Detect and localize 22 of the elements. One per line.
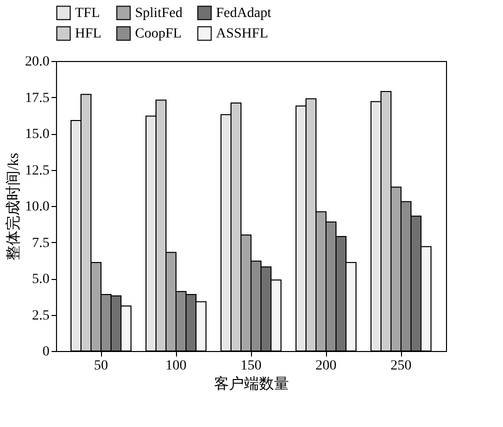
x-axis-title: 客户端数量 xyxy=(214,376,289,392)
y-tick-label: 7.5 xyxy=(32,236,50,251)
y-tick-label: 12.5 xyxy=(25,163,50,178)
x-tick-label: 250 xyxy=(390,358,412,374)
legend-label: HFL xyxy=(75,26,102,42)
y-tick-label: 15.0 xyxy=(25,127,50,142)
legend-label: CoopFL xyxy=(135,26,182,42)
x-tick-label: 150 xyxy=(240,358,262,374)
legend-label: TFL xyxy=(75,6,100,21)
y-tick-label: 17.5 xyxy=(25,90,50,106)
y-tick-label: 0 xyxy=(42,344,50,360)
legend-label: SplitFed xyxy=(135,6,182,21)
y-tick-label: 5.0 xyxy=(32,272,50,287)
x-tick-label: 100 xyxy=(166,358,186,374)
x-tick-label: 200 xyxy=(316,358,336,374)
legend-label: ASSHFL xyxy=(216,26,268,42)
legend-label: FedAdapt xyxy=(216,6,272,21)
y-tick-label: 10.0 xyxy=(25,200,50,214)
y-tick-label: 20.0 xyxy=(25,54,50,70)
y-tick-label: 2.5 xyxy=(32,308,50,324)
y-axis-title: 整体完成时间/ks xyxy=(5,152,22,260)
x-tick-label: 50 xyxy=(94,358,108,374)
